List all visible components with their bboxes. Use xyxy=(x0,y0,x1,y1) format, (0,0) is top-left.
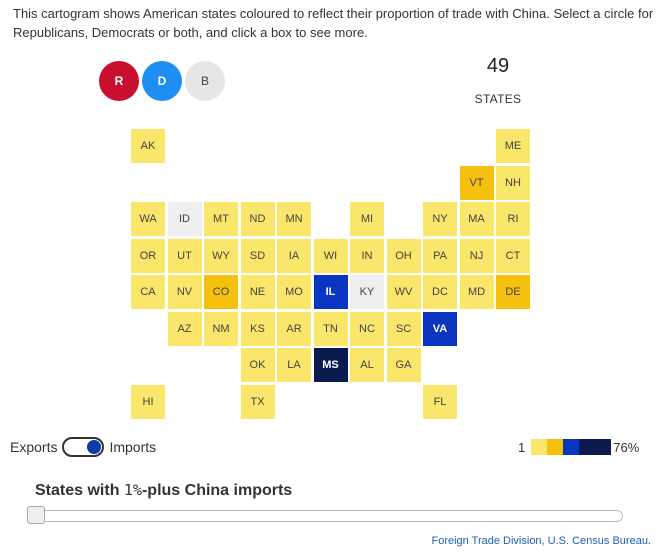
state-tile-al[interactable]: AL xyxy=(350,348,384,382)
state-tile-mn[interactable]: MN xyxy=(277,202,311,236)
intro-text: This cartogram shows American states col… xyxy=(13,6,654,40)
legend-swatch-2 xyxy=(547,439,564,455)
state-tile-nm[interactable]: NM xyxy=(204,311,238,346)
state-tile-tn[interactable]: TN xyxy=(313,311,348,346)
state-tile-ri[interactable]: RI xyxy=(496,202,530,236)
source-link[interactable]: Foreign Trade Division, U.S. Census Bure… xyxy=(431,535,652,547)
state-tile-ct[interactable]: CT xyxy=(496,238,530,273)
both-parties-button[interactable]: B xyxy=(185,61,225,101)
state-tile-md[interactable]: MD xyxy=(459,275,494,309)
threshold-slider-track[interactable] xyxy=(27,510,623,522)
state-count-label: STATES xyxy=(474,92,522,106)
state-tile-wi[interactable]: WI xyxy=(313,238,348,273)
state-tile-hi[interactable]: HI xyxy=(131,384,165,419)
state-tile-ky[interactable]: KY xyxy=(350,275,384,309)
slider-title-prefix: States with xyxy=(35,482,124,499)
legend-min: 1 xyxy=(518,439,526,455)
state-tile-pa[interactable]: PA xyxy=(423,238,457,273)
democrat-button[interactable]: D xyxy=(142,61,182,101)
state-tile-vt[interactable]: VT xyxy=(459,165,494,200)
state-tile-oh[interactable]: OH xyxy=(386,238,421,273)
state-tile-fl[interactable]: FL xyxy=(423,384,457,419)
state-tile-nh[interactable]: NH xyxy=(496,165,530,200)
trade-toggle: Exports Imports xyxy=(10,436,156,458)
state-tile-or[interactable]: OR xyxy=(131,238,165,273)
state-tile-ak[interactable]: AK xyxy=(131,129,165,163)
legend-swatch-3 xyxy=(563,439,580,455)
legend-swatch-1 xyxy=(531,439,548,455)
state-tile-co[interactable]: CO xyxy=(204,275,238,309)
state-tile-mo[interactable]: MO xyxy=(277,275,311,309)
state-tile-ia[interactable]: IA xyxy=(277,238,311,273)
state-tile-il[interactable]: IL xyxy=(313,275,348,309)
imports-label[interactable]: Imports xyxy=(109,439,157,455)
state-tile-mi[interactable]: MI xyxy=(350,202,384,236)
threshold-slider-thumb[interactable] xyxy=(27,506,45,524)
state-tile-sc[interactable]: SC xyxy=(386,311,421,346)
slider-title-pct: 1% xyxy=(123,481,142,499)
state-tile-nj[interactable]: NJ xyxy=(459,238,494,273)
state-tile-ut[interactable]: UT xyxy=(167,238,202,273)
legend-max: 76% xyxy=(613,439,640,455)
exports-label[interactable]: Exports xyxy=(10,439,58,455)
state-tile-va[interactable]: VA xyxy=(423,311,457,346)
state-tile-la[interactable]: LA xyxy=(277,348,311,382)
state-tile-de[interactable]: DE xyxy=(496,275,530,309)
state-tile-ca[interactable]: CA xyxy=(131,275,165,309)
state-tile-sd[interactable]: SD xyxy=(240,238,275,273)
state-tile-wv[interactable]: WV xyxy=(386,275,421,309)
state-tile-ga[interactable]: GA xyxy=(386,348,421,382)
legend-swatch-4 xyxy=(579,439,612,455)
state-tile-ks[interactable]: KS xyxy=(240,311,275,346)
state-tile-nv[interactable]: NV xyxy=(167,275,202,309)
switch-knob xyxy=(87,440,102,454)
state-tile-in[interactable]: IN xyxy=(350,238,384,273)
state-tile-ny[interactable]: NY xyxy=(423,202,457,236)
state-tile-nd[interactable]: ND xyxy=(240,202,275,236)
state-tile-mt[interactable]: MT xyxy=(204,202,238,236)
slider-title-suffix: -plus China imports xyxy=(141,482,293,499)
state-tile-az[interactable]: AZ xyxy=(167,311,202,346)
state-count: 49 xyxy=(486,55,510,77)
state-tile-ne[interactable]: NE xyxy=(240,275,275,309)
state-tile-nc[interactable]: NC xyxy=(350,311,384,346)
exports-imports-switch[interactable] xyxy=(62,437,105,457)
state-tile-tx[interactable]: TX xyxy=(240,384,275,419)
color-legend: 1 76% xyxy=(518,439,639,455)
state-tile-wy[interactable]: WY xyxy=(204,238,238,273)
state-tile-ok[interactable]: OK xyxy=(240,348,275,382)
state-tile-ma[interactable]: MA xyxy=(459,202,494,236)
state-tile-wa[interactable]: WA xyxy=(131,202,165,236)
state-tile-id[interactable]: ID xyxy=(167,202,202,236)
state-tile-ar[interactable]: AR xyxy=(277,311,311,346)
republican-button[interactable]: R xyxy=(99,61,139,101)
slider-title: States with 1%-plus China imports xyxy=(35,481,292,500)
state-tile-dc[interactable]: DC xyxy=(423,275,457,309)
state-tile-ms[interactable]: MS xyxy=(313,348,348,382)
state-tile-me[interactable]: ME xyxy=(496,129,530,163)
